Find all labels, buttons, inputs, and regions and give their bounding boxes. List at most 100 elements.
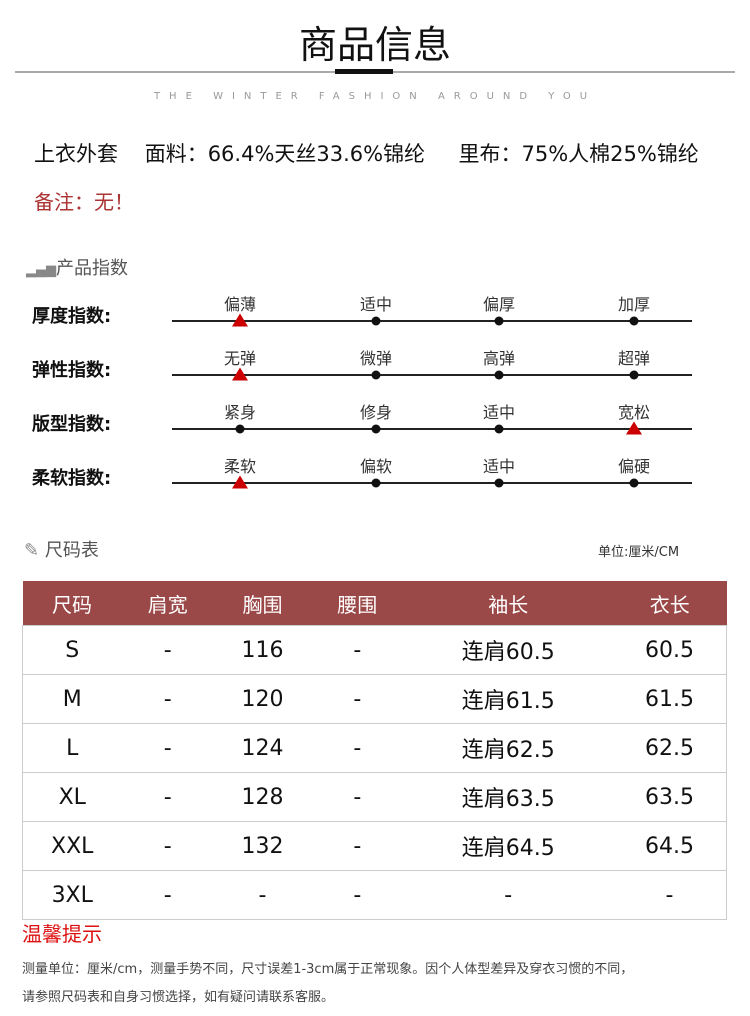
column-header: 肩宽 [121,581,215,626]
tip-line: 测量单位：厘米/cm，测量手势不同，尺寸误差1-3cm属于正常现象。因个人体型差… [22,962,634,977]
table-cell: - [311,625,404,675]
column-header: 衣长 [612,581,727,626]
index-track [172,374,692,376]
option-dot-icon [494,424,504,434]
index-label: 厚度指数: [32,306,112,327]
table-cell: L [22,723,122,773]
table-row: L -124- 连肩62.5 62.5 [22,723,727,773]
index-option: 偏厚 [482,295,516,314]
table-cell: - [121,625,215,675]
option-dot-icon [494,370,504,380]
table-cell: 63.5 [612,772,727,822]
index-option: 加厚 [617,295,651,314]
table-cell: 连肩63.5 [403,772,613,822]
table-cell: - [311,674,404,724]
table-cell: 61.5 [612,674,727,724]
option-dot-icon [371,316,381,326]
index-option: 适中 [359,295,393,314]
index-section-title: ▂▄▆产品指数 [26,258,128,279]
index-option: 修身 [359,403,393,422]
table-cell: M [22,674,122,724]
table-cell: S [22,625,122,675]
selected-marker-icon [232,475,248,489]
column-header: 袖长 [403,581,613,626]
size-section-title: ✎ 尺码表 [24,540,99,561]
table-cell: 64.5 [612,821,727,871]
option-dot-icon [629,478,639,488]
table-cell: - [311,870,404,920]
selected-marker-icon [626,421,642,435]
table-cell: 62.5 [612,723,727,773]
table-row: S -116- 连肩60.5 60.5 [22,625,727,675]
table-cell: - [121,674,215,724]
tip-line: 请参照尺码表和自身习惯选择，如有疑问请联系客服。 [22,990,335,1005]
index-option: 柔软 [223,457,257,476]
index-option: 偏薄 [223,295,257,314]
option-dot-icon [371,424,381,434]
table-row: M -120- 连肩61.5 61.5 [22,674,727,724]
table-cell: - [121,821,215,871]
table-cell: 连肩61.5 [403,674,613,724]
table-cell: - [612,870,727,920]
index-option: 宽松 [617,403,651,422]
option-dot-icon [235,424,245,434]
index-option: 无弹 [223,349,257,368]
index-option: 偏硬 [617,457,651,476]
table-cell: 120 [214,674,312,724]
index-option: 适中 [482,403,516,422]
selected-marker-icon [232,367,248,381]
table-cell: 连肩60.5 [403,625,613,675]
tips-title: 温馨提示 [22,922,102,946]
note: 备注：无！ [34,190,134,214]
index-option: 偏软 [359,457,393,476]
table-cell: - [121,772,215,822]
table-row: XXL -132- 连肩64.5 64.5 [22,821,727,871]
option-dot-icon [371,478,381,488]
bar-chart-icon: ▂▄▆ [26,263,56,278]
index-track [172,320,692,322]
page-title: 商品信息 [298,23,451,67]
table-cell: 116 [214,625,312,675]
option-dot-icon [629,316,639,326]
index-option: 高弹 [482,349,516,368]
table-cell: 128 [214,772,312,822]
table-cell: XL [22,772,122,822]
index-option: 超弹 [617,349,651,368]
column-header: 腰围 [311,581,404,626]
index-label: 柔软指数: [32,468,112,489]
table-row: 3XL - - - - - [22,870,727,920]
option-dot-icon [494,478,504,488]
ruler-icon: ✎ [24,540,40,561]
size-table: 尺码 肩宽 胸围 腰围 袖长 衣长 S -116- 连肩60.5 60.5 M -120- 连肩61.5… [22,581,727,920]
table-cell: - [121,723,215,773]
option-dot-icon [371,370,381,380]
table-cell: 60.5 [612,625,727,675]
table-cell: 连肩62.5 [403,723,613,773]
table-cell: - [311,772,404,822]
table-cell: - [311,821,404,871]
option-dot-icon [494,316,504,326]
index-label: 弹性指数: [32,360,112,381]
table-cell: - [403,870,613,920]
column-header: 胸围 [214,581,312,626]
index-track [172,482,692,484]
index-option: 微弹 [359,349,393,368]
table-cell: 132 [214,821,312,871]
unit-label: 单位:厘米/CM [598,545,680,560]
index-track [172,428,692,430]
option-dot-icon [629,370,639,380]
table-cell: 124 [214,723,312,773]
table-cell: - [311,723,404,773]
subtitle: THE WINTER FASHION AROUND YOU [153,91,597,102]
fabric-info: 上衣外套 面料：66.4%天丝33.6%锦纶 里布：75%人棉25%锦纶 [34,142,699,166]
index-option: 紧身 [223,403,257,422]
selected-marker-icon [232,313,248,327]
table-cell: - [214,870,312,920]
table-cell: 3XL [22,870,122,920]
table-cell: XXL [22,821,122,871]
column-header: 尺码 [22,581,122,626]
table-cell: - [121,870,215,920]
table-cell: 连肩64.5 [403,821,613,871]
title-underline [335,69,393,74]
index-option: 适中 [482,457,516,476]
